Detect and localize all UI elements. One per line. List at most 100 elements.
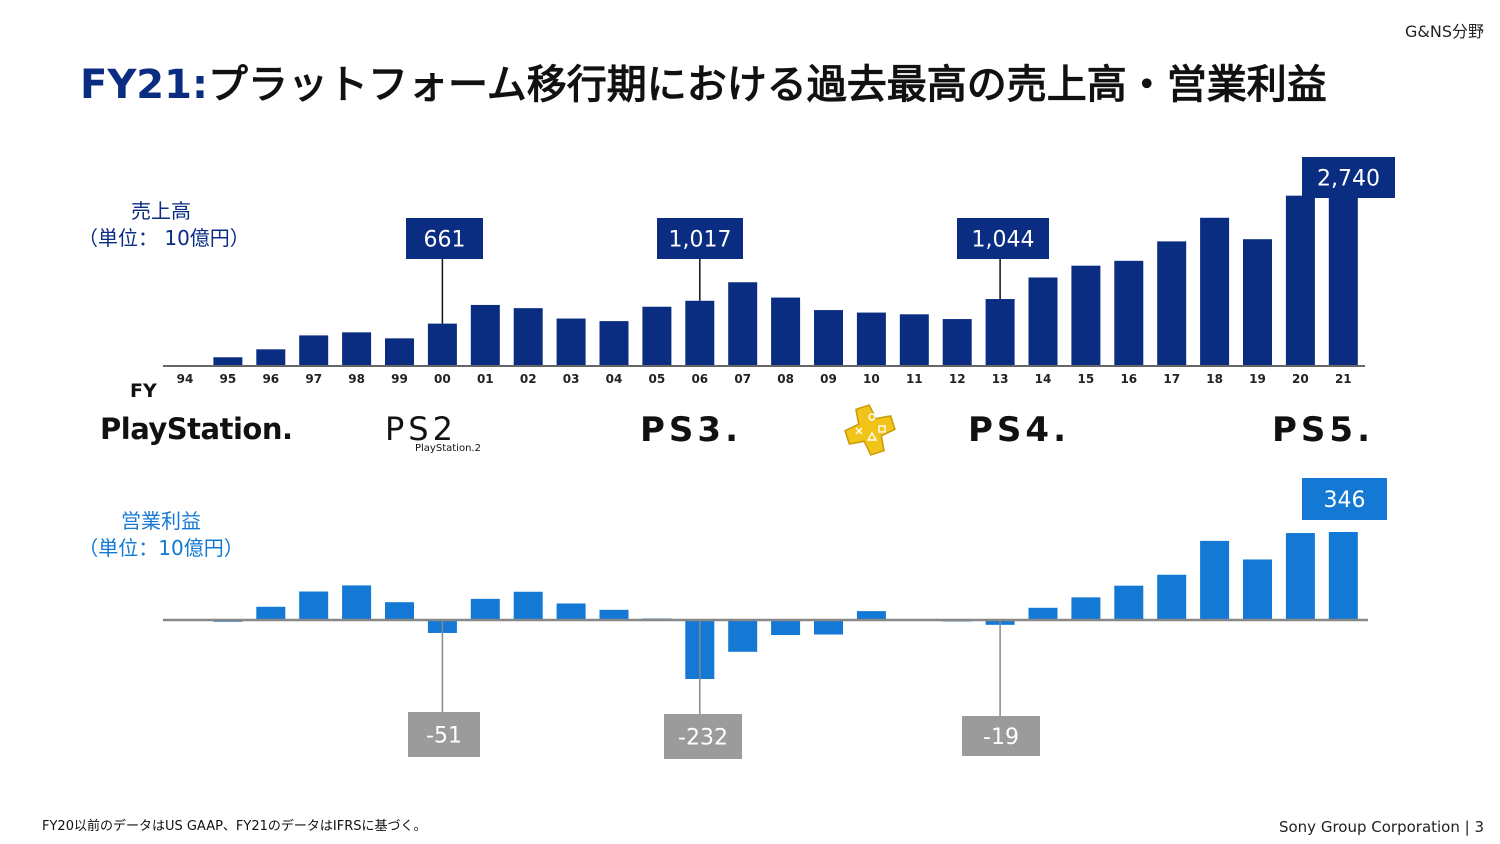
op-bar-96 xyxy=(256,606,286,620)
revenue-bar-04 xyxy=(599,321,629,366)
op-bar-04 xyxy=(599,609,629,620)
revenue-bar-09 xyxy=(814,310,843,366)
revenue-bar-10 xyxy=(856,312,886,366)
revenue-bar-19 xyxy=(1243,239,1272,366)
revenue-bar-08 xyxy=(771,297,801,366)
revenue-callout-label: 1,017 xyxy=(669,228,732,253)
op-axis-label: 営業利益 （単位：10億円） xyxy=(78,508,244,562)
x-tick-label: 94 xyxy=(177,372,194,386)
x-tick-label: 20 xyxy=(1292,372,1309,386)
revenue-label-line1: 売上高 xyxy=(131,199,191,223)
op-callout-label: -51 xyxy=(426,724,462,749)
op-bar-10 xyxy=(856,611,886,620)
revenue-axis-label: 売上高 （単位： 10億円） xyxy=(78,198,250,252)
x-tick-label: 98 xyxy=(348,372,365,386)
op-callout-label: -232 xyxy=(678,726,728,751)
ps3-logo: PS3. xyxy=(640,410,742,450)
title-prefix: FY21: xyxy=(80,62,208,108)
op-bar-16 xyxy=(1114,585,1144,620)
op-bar-08 xyxy=(771,620,801,636)
footnote: FY20以前のデータはUS GAAP、FY21のデータはIFRSに基づく。 xyxy=(42,819,427,834)
op-callout-label: -19 xyxy=(983,725,1019,750)
x-tick-label: 05 xyxy=(649,372,666,386)
op-bar-21 xyxy=(1328,532,1358,620)
op-callout-box xyxy=(962,716,1040,756)
op-bar-03 xyxy=(556,603,586,620)
revenue-callout-box xyxy=(957,218,1049,259)
revenue-label-line2: （単位： 10億円） xyxy=(78,226,250,250)
x-tick-label: 11 xyxy=(906,372,923,386)
x-tick-label: 14 xyxy=(1035,372,1052,386)
x-tick-label: 08 xyxy=(777,372,794,386)
fy-label: FY xyxy=(130,380,157,402)
revenue-bar-95 xyxy=(213,357,243,366)
x-tick-label: 17 xyxy=(1163,372,1180,386)
x-tick-label: 95 xyxy=(220,372,237,386)
op-bar-18 xyxy=(1200,540,1230,620)
x-tick-label: 16 xyxy=(1120,372,1137,386)
x-tick-label: 96 xyxy=(262,372,279,386)
op-callout-box xyxy=(664,714,742,759)
x-tick-label: 01 xyxy=(477,372,494,386)
ps4-logo: PS4. xyxy=(968,410,1070,450)
x-tick-label: 99 xyxy=(391,372,408,386)
x-tick-label: 15 xyxy=(1078,372,1095,386)
op-bar-15 xyxy=(1071,597,1101,620)
ps5-logo: PS5. xyxy=(1272,410,1374,450)
revenue-callout-label: 661 xyxy=(424,228,466,253)
revenue-callout-box xyxy=(406,218,483,259)
x-tick-label: 12 xyxy=(949,372,966,386)
revenue-bar-98 xyxy=(342,332,372,366)
op-bar-01 xyxy=(470,598,500,620)
op-bar-17 xyxy=(1157,574,1187,620)
op-bar-07 xyxy=(728,620,758,652)
op-bar-20 xyxy=(1285,533,1315,620)
x-tick-label: 13 xyxy=(992,372,1009,386)
title-main: プラットフォーム移行期における過去最高の売上高・営業利益 xyxy=(207,62,1327,108)
x-tick-label: 19 xyxy=(1249,372,1266,386)
x-tick-label: 09 xyxy=(820,372,837,386)
op-bar-98 xyxy=(342,585,372,620)
x-tick-label: 10 xyxy=(863,372,880,386)
revenue-bar-21 xyxy=(1328,190,1358,366)
revenue-bar-97 xyxy=(299,335,329,366)
x-tick-label: 02 xyxy=(520,372,537,386)
revenue-callout-box xyxy=(1302,157,1395,198)
op-callout-label: 346 xyxy=(1324,488,1366,513)
x-tick-label: 21 xyxy=(1335,372,1352,386)
x-tick-label: 06 xyxy=(691,372,708,386)
playstation-logo: PlayStation. xyxy=(100,412,293,446)
revenue-bar-14 xyxy=(1028,277,1058,366)
revenue-callout-label: 1,044 xyxy=(972,228,1035,253)
op-bar-09 xyxy=(814,620,843,635)
revenue-chart: 94 95 96 97 98 99 00 01 02 03 04 05 06 07 08 09 10 11 12 13… xyxy=(163,157,1395,386)
page-title: FY21:プラットフォーム移行期における過去最高の売上高・営業利益 xyxy=(80,52,1327,110)
revenue-bar-16 xyxy=(1114,260,1144,366)
x-tick-label: 97 xyxy=(305,372,322,386)
revenue-bar-01 xyxy=(470,304,500,366)
x-tick-label: 04 xyxy=(606,372,623,386)
revenue-bar-17 xyxy=(1157,241,1187,366)
revenue-bar-99 xyxy=(385,338,414,366)
revenue-bar-00 xyxy=(427,323,457,366)
op-label-line2: （単位：10億円） xyxy=(78,536,244,560)
op-bar-97 xyxy=(299,591,329,620)
revenue-bar-12 xyxy=(942,319,972,366)
op-label-line1: 営業利益 xyxy=(121,509,201,533)
revenue-bar-13 xyxy=(985,299,1015,366)
revenue-bar-11 xyxy=(899,314,929,366)
op-bar-19 xyxy=(1243,559,1272,620)
revenue-bar-05 xyxy=(642,306,672,366)
revenue-callout-label: 2,740 xyxy=(1317,167,1380,192)
op-bar-02 xyxy=(513,591,543,620)
op-callout-box xyxy=(408,712,480,757)
op-bar-99 xyxy=(385,602,414,620)
revenue-bar-07 xyxy=(728,282,758,366)
op-bar-14 xyxy=(1028,607,1058,620)
x-tick-label: 00 xyxy=(434,372,451,386)
segment-label: G&NS分野 xyxy=(1404,22,1484,41)
op-callout-box xyxy=(1302,478,1387,520)
revenue-bar-20 xyxy=(1285,195,1315,366)
revenue-callout-box xyxy=(657,218,743,259)
